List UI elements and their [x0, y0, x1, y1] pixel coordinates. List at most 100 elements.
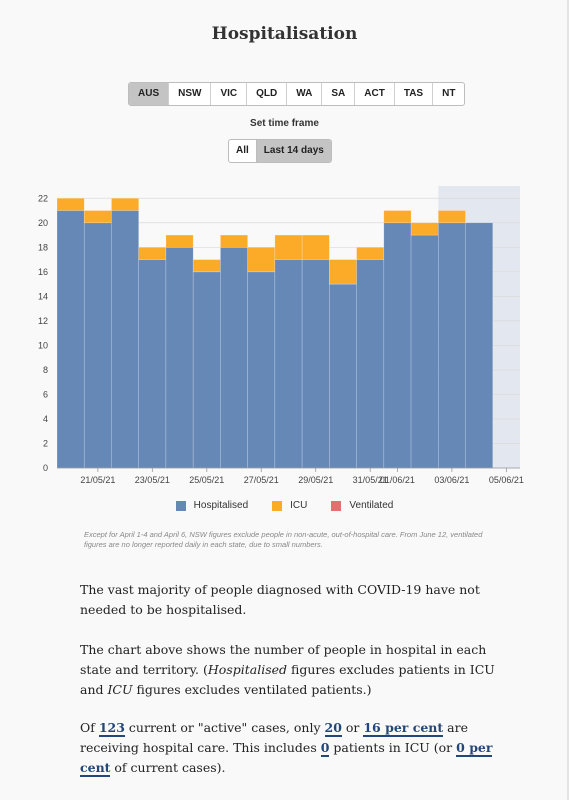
bar-hospitalised [465, 222, 494, 469]
bar-icu [111, 197, 140, 211]
y-tick-label: 4 [43, 414, 48, 424]
y-tick-label: 10 [38, 340, 48, 350]
legend-item-icu: ICU [272, 500, 307, 511]
emphasis-hospitalised: Hospitalised [207, 662, 288, 677]
tab-wa[interactable]: WA [287, 83, 323, 105]
x-tick-label: 21/05/21 [80, 475, 115, 485]
x-tick-label: 31/05/21 [353, 475, 388, 485]
tab-qld[interactable]: QLD [247, 83, 288, 105]
emphasis-icu: ICU [107, 682, 133, 697]
bar-icu [383, 210, 412, 224]
page-edge [567, 0, 569, 800]
bar-hospitalised [247, 271, 276, 469]
tab-tas[interactable]: TAS [395, 83, 434, 105]
bar-icu [165, 234, 194, 248]
legend-item-ventilated: Ventilated [331, 500, 393, 511]
y-tick-label: 18 [38, 242, 48, 252]
chart-legend: Hospitalised ICU Ventilated [0, 500, 569, 511]
article-paragraph-2: The chart above shows the number of peop… [80, 640, 500, 700]
tab-nsw[interactable]: NSW [169, 83, 212, 105]
y-tick-label: 22 [38, 193, 48, 203]
text-span: Of [80, 720, 99, 735]
bar-hospitalised [329, 283, 357, 469]
bar-hospitalised [356, 259, 385, 469]
paragraph-text: The vast majority of people diagnosed wi… [80, 582, 480, 617]
y-tick-label: 2 [43, 438, 48, 448]
bar-hospitalised [383, 222, 412, 469]
text-span: current or "active" cases, only [124, 720, 325, 735]
chart-note: Except for April 1-4 and April 6, NSW fi… [84, 530, 483, 550]
bar-hospitalised [437, 222, 466, 469]
tab-vic[interactable]: VIC [211, 83, 248, 105]
text-span: of current cases). [110, 760, 226, 775]
x-tick-label: 25/05/21 [189, 475, 224, 485]
legend-item-hospitalised: Hospitalised [175, 500, 249, 511]
legend-swatch [272, 500, 283, 511]
legend-label: Hospitalised [193, 500, 249, 511]
text-span: figures excludes patients in ICU and [80, 662, 495, 697]
y-tick-label: 20 [38, 218, 48, 228]
bar-icu [192, 259, 221, 273]
hospitalised-percent-stat: 16 per cent [363, 720, 444, 737]
x-tick-label: 03/06/21 [434, 475, 469, 485]
tab-aus[interactable]: AUS [129, 83, 170, 105]
text-span: are receiving hospital care. This includ… [80, 720, 468, 755]
bar-hospitalised [138, 259, 167, 469]
x-tick-label: 27/05/21 [244, 475, 279, 485]
y-tick-label: 12 [38, 316, 48, 326]
y-tick-label: 6 [43, 389, 48, 399]
bar-icu [356, 247, 385, 260]
y-tick-label: 14 [38, 291, 48, 301]
bar-hospitalised [220, 247, 248, 469]
x-tick-label: 29/05/21 [298, 475, 333, 485]
bar-hospitalised [410, 234, 439, 469]
x-tick-label: 01/06/21 [380, 475, 415, 485]
y-tick-label: 8 [43, 365, 48, 375]
bar-icu [138, 247, 167, 260]
bar-hospitalised [301, 259, 330, 469]
bar-icu [274, 234, 303, 260]
active-cases-stat: 123 [98, 720, 125, 737]
icu-stat: 0 [320, 740, 330, 757]
timeframe-option-last-14-days[interactable]: Last 14 days [255, 140, 331, 162]
timeframe-toggle: All Last 14 days [228, 139, 332, 163]
tab-nt[interactable]: NT [442, 88, 456, 99]
tab-sa[interactable]: SA [322, 83, 356, 105]
bar-icu [437, 210, 466, 224]
bar-hospitalised [83, 222, 112, 469]
bar-icu [83, 210, 112, 224]
text-span: The chart above shows the number of peop… [80, 642, 487, 677]
timeframe-option-all[interactable]: All [236, 145, 249, 156]
bar-icu [247, 247, 276, 273]
chart-title: Hospitalisation [211, 24, 358, 44]
x-tick-label: 05/06/21 [489, 475, 524, 485]
article-paragraph-3: Of 123 current or "active" cases, only 2… [80, 718, 500, 778]
x-tick-label: 23/05/21 [135, 475, 170, 485]
legend-swatch [331, 500, 342, 511]
icu-percent-stat: 0 per cent [80, 740, 493, 777]
bar-hospitalised [274, 259, 303, 469]
bar-icu [220, 234, 248, 248]
bar-icu [410, 222, 439, 236]
legend-label: ICU [290, 500, 308, 511]
legend-swatch [175, 500, 186, 511]
text-span: or [341, 720, 364, 735]
hospitalised-stat: 20 [324, 720, 342, 737]
timeframe-label: Set time frame [250, 118, 319, 129]
bar-icu [301, 234, 330, 260]
text-span: patients in ICU (or [329, 740, 457, 755]
paragraph-text: Of 123 current or "active" cases, only 2… [80, 718, 500, 778]
bar-hospitalised [192, 271, 221, 469]
bar-hospitalised [111, 210, 140, 469]
article-paragraph-1: The vast majority of people diagnosed wi… [80, 580, 500, 620]
tab-act[interactable]: ACT [355, 83, 395, 105]
y-tick-label: 0 [43, 463, 48, 473]
bar-icu [329, 259, 357, 285]
hospitalisation-chart: 0 2 4 6 8 10 12 14 16 18 20 22 21/05/21 23/05/21 25/05… [38, 186, 524, 485]
bar-hospitalised [56, 210, 85, 469]
bar-hospitalised [165, 247, 194, 469]
paragraph-text: The chart above shows the number of peop… [80, 640, 500, 700]
state-tabs: AUS NSW VIC QLD WA SA ACT TAS NT [128, 82, 466, 106]
y-tick-label: 16 [38, 267, 48, 277]
bar-icu [56, 197, 85, 211]
